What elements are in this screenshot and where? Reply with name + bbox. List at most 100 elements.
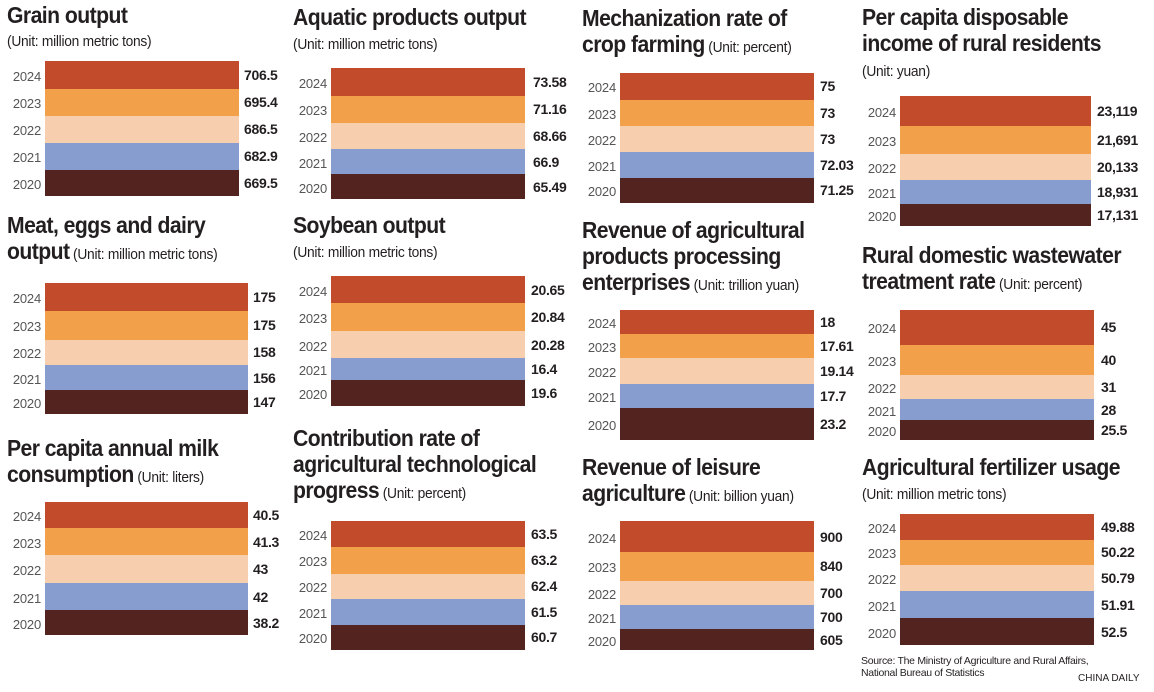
chart-title-line: Meat, eggs and dairy	[7, 212, 206, 238]
year-label: 2020	[867, 424, 896, 440]
bar-2020	[45, 610, 248, 636]
value-label: 695.4	[244, 94, 278, 111]
chart-title-line: treatment rate	[862, 268, 996, 294]
bar-2020	[331, 174, 525, 200]
year-label: 2023	[867, 133, 896, 149]
year-label: 2024	[587, 530, 616, 546]
bar-2021	[900, 179, 1091, 205]
year-label: 2024	[12, 291, 41, 307]
value-label: 840	[820, 558, 843, 575]
value-label: 71.25	[820, 182, 854, 199]
year-label: 2024	[298, 75, 327, 91]
chart-title-line: Per capita disposable	[862, 4, 1069, 30]
chart-title-line: agriculture	[582, 480, 686, 506]
bar-2020	[45, 390, 248, 415]
year-label: 2024	[298, 528, 327, 544]
bar-2022	[331, 122, 525, 150]
chart-title: Per capita disposable income of rural res…	[862, 4, 1102, 56]
bar-2022	[45, 339, 248, 366]
bar-2020	[900, 420, 1094, 441]
chart-title-line: Revenue of agricultural	[582, 217, 805, 243]
value-label: 23.2	[820, 416, 847, 433]
bar-2024	[45, 283, 248, 312]
value-label: 72.03	[820, 156, 854, 173]
bar-2022	[900, 565, 1094, 592]
bar-2020	[900, 203, 1091, 227]
bar-2023	[900, 539, 1094, 566]
value-label: 41.3	[253, 533, 280, 550]
value-label: 900	[820, 528, 843, 545]
value-label: 40	[1101, 351, 1116, 368]
chart-title-line: agricultural technological	[293, 451, 537, 477]
bar-2021	[331, 358, 525, 381]
bar-2023	[45, 311, 248, 341]
value-label: 20.84	[531, 309, 565, 326]
chart-title: Aquatic products output	[293, 4, 527, 30]
year-label: 2020	[587, 184, 616, 200]
year-label: 2022	[298, 129, 327, 145]
bar-2020	[331, 624, 525, 651]
value-label: 51.91	[1101, 596, 1135, 613]
bar-2020	[620, 629, 814, 651]
value-label: 700	[820, 609, 843, 626]
bar-2023	[45, 528, 248, 556]
year-label: 2022	[587, 365, 616, 381]
bar-2022	[45, 116, 239, 144]
bar-2024	[331, 521, 525, 548]
bar-2023	[620, 334, 814, 359]
bar-2024	[331, 276, 525, 304]
value-label: 605	[820, 631, 843, 648]
year-label: 2022	[298, 580, 327, 596]
bar-2023	[900, 344, 1094, 376]
chart-title: Mechanization rate of crop farming (Unit:…	[582, 5, 792, 61]
value-label: 20.28	[531, 336, 565, 353]
value-label: 68.66	[533, 127, 567, 144]
year-label: 2024	[867, 321, 896, 337]
bar-2023	[331, 95, 525, 124]
chart-unit: (Unit: yuan)	[862, 63, 931, 80]
chart-title-line: progress	[293, 477, 380, 503]
chart-unit: (Unit: billion yuan)	[685, 488, 794, 505]
chart-unit: (Unit: million metric tons)	[7, 33, 152, 50]
bar-2024	[45, 61, 239, 90]
value-label: 19.14	[820, 363, 854, 380]
year-label: 2021	[12, 590, 41, 606]
source-note: Source: The Ministry of Agriculture and …	[861, 655, 1089, 679]
bar-2024	[620, 73, 814, 101]
bar-2024	[45, 502, 248, 529]
year-label: 2022	[867, 572, 896, 588]
value-label: 20,133	[1097, 158, 1139, 175]
year-label: 2020	[298, 180, 327, 196]
year-label: 2024	[587, 316, 616, 332]
chart-unit: (Unit: percent)	[379, 485, 467, 502]
value-label: 45	[1101, 319, 1116, 336]
year-label: 2021	[587, 158, 616, 174]
chart-title-line: output	[7, 238, 70, 264]
value-label: 75	[820, 78, 835, 95]
value-label: 175	[253, 289, 276, 306]
chart-unit: (Unit: million metric tons)	[293, 36, 438, 53]
value-label: 700	[820, 584, 843, 601]
year-label: 2023	[298, 554, 327, 570]
bar-2023	[620, 552, 814, 582]
year-label: 2022	[867, 381, 896, 397]
bar-2022	[900, 375, 1094, 400]
value-label: 175	[253, 317, 276, 334]
year-label: 2020	[587, 633, 616, 649]
year-label: 2021	[12, 371, 41, 387]
year-label: 2020	[298, 386, 327, 402]
value-label: 31	[1101, 379, 1116, 396]
bar-2024	[900, 96, 1091, 127]
value-label: 38.2	[253, 614, 280, 631]
bar-2021	[331, 599, 525, 626]
value-label: 66.9	[533, 153, 560, 170]
value-label: 71.16	[533, 101, 567, 118]
value-label: 17.7	[820, 388, 847, 405]
year-label: 2022	[587, 586, 616, 602]
value-label: 65.49	[533, 178, 567, 195]
chart-unit: (Unit: million metric tons)	[69, 246, 218, 263]
value-label: 156	[253, 369, 276, 386]
chart-title-line: Grain output	[7, 2, 128, 28]
chart-title: Per capita annual milk consumption (Unit:…	[7, 435, 219, 491]
bar-2021	[900, 591, 1094, 619]
